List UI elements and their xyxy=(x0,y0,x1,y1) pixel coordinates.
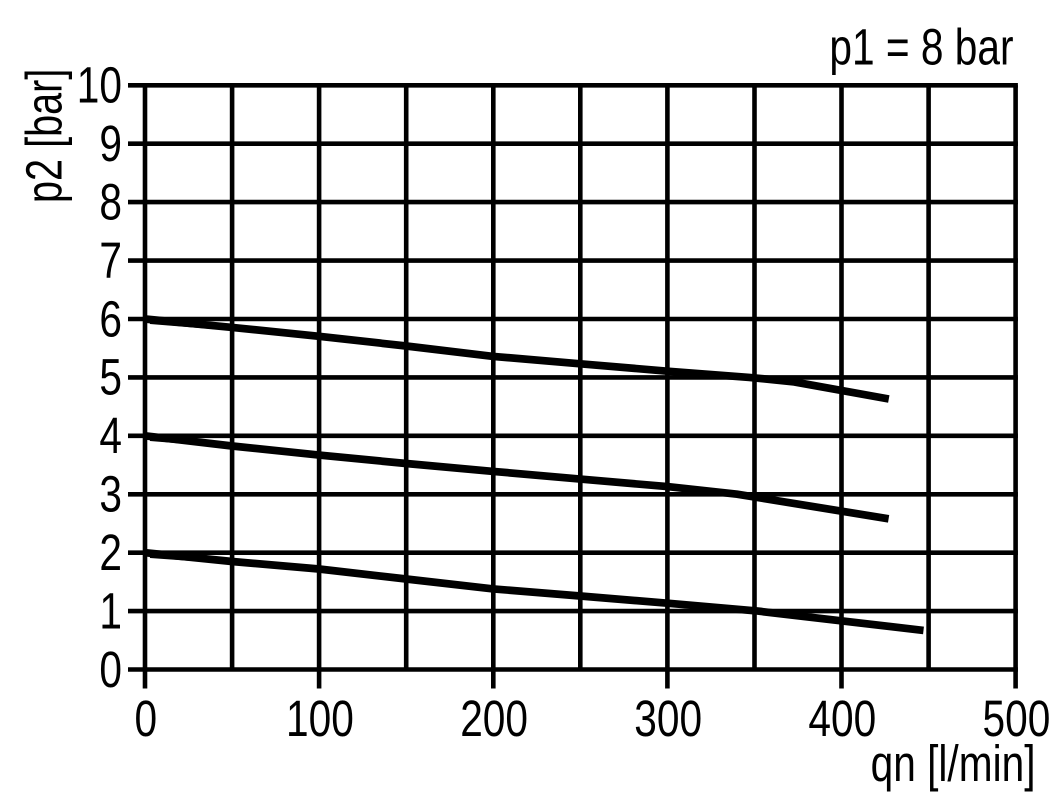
svg-text:p1 = 8 bar: p1 = 8 bar xyxy=(829,18,1013,75)
svg-text:0: 0 xyxy=(134,690,157,747)
svg-text:1: 1 xyxy=(99,582,122,639)
svg-text:4: 4 xyxy=(99,407,122,464)
svg-text:qn [l/min]: qn [l/min] xyxy=(871,735,1036,792)
svg-text:100: 100 xyxy=(286,690,354,747)
svg-text:8: 8 xyxy=(99,173,122,230)
svg-text:2: 2 xyxy=(99,524,122,581)
svg-text:9: 9 xyxy=(99,115,122,172)
svg-text:7: 7 xyxy=(99,232,122,289)
svg-text:200: 200 xyxy=(460,690,528,747)
svg-text:0: 0 xyxy=(99,640,122,697)
svg-text:6: 6 xyxy=(99,290,122,347)
svg-text:400: 400 xyxy=(808,690,876,747)
svg-text:10: 10 xyxy=(77,56,122,113)
svg-text:500: 500 xyxy=(982,690,1050,747)
svg-text:p2 [bar]: p2 [bar] xyxy=(16,69,73,203)
svg-text:300: 300 xyxy=(634,690,702,747)
svg-text:5: 5 xyxy=(99,348,122,405)
svg-text:3: 3 xyxy=(99,465,122,522)
